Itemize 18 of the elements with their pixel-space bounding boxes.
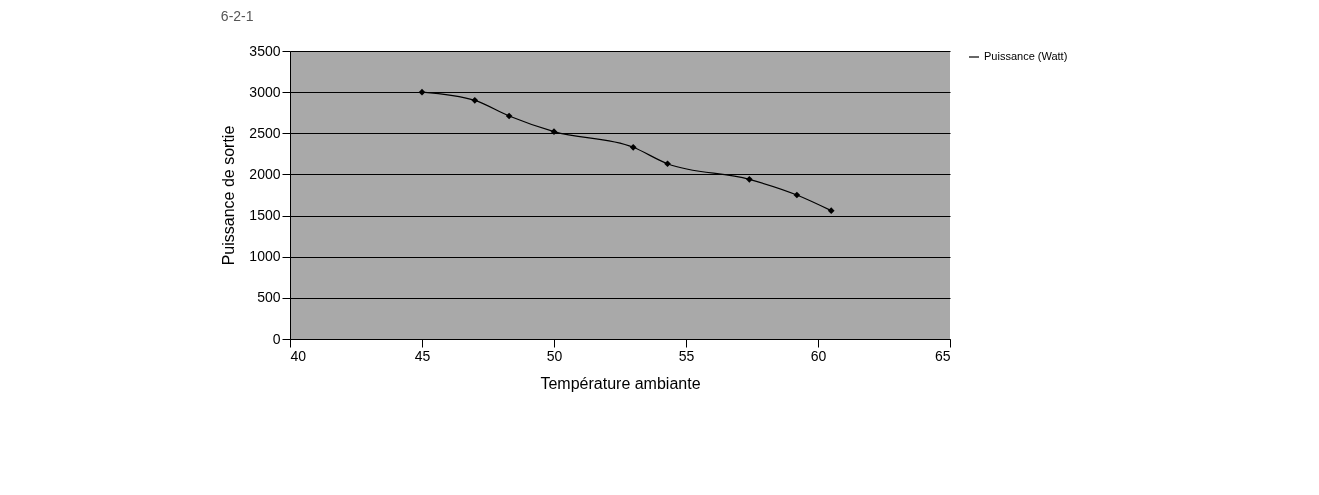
y-tick-label: 0 — [272, 330, 281, 347]
y-tick-label: 3000 — [249, 83, 281, 100]
x-tick-label: 55 — [678, 347, 695, 364]
y-tick-label: 1500 — [249, 207, 281, 224]
x-tick-label: 45 — [414, 347, 431, 364]
y-tick-label: 1000 — [249, 248, 281, 265]
y-axis-title: Puissance de sortie — [220, 125, 238, 266]
x-tick-label: 40 — [290, 347, 307, 364]
x-tick-label: 60 — [810, 347, 827, 364]
text: 6-2-1 — [220, 8, 254, 24]
y-tick-label: 3500 — [249, 42, 281, 59]
x-tick-label: 65 — [934, 347, 951, 364]
y-tick-label: 500 — [257, 289, 281, 306]
x-axis-title: Température ambiante — [540, 374, 701, 392]
y-tick-label: 2500 — [249, 124, 281, 141]
x-tick-label: 50 — [546, 347, 563, 364]
y-tick-label: 2000 — [249, 165, 281, 182]
legend-label: Puissance (Watt) — [984, 50, 1068, 62]
